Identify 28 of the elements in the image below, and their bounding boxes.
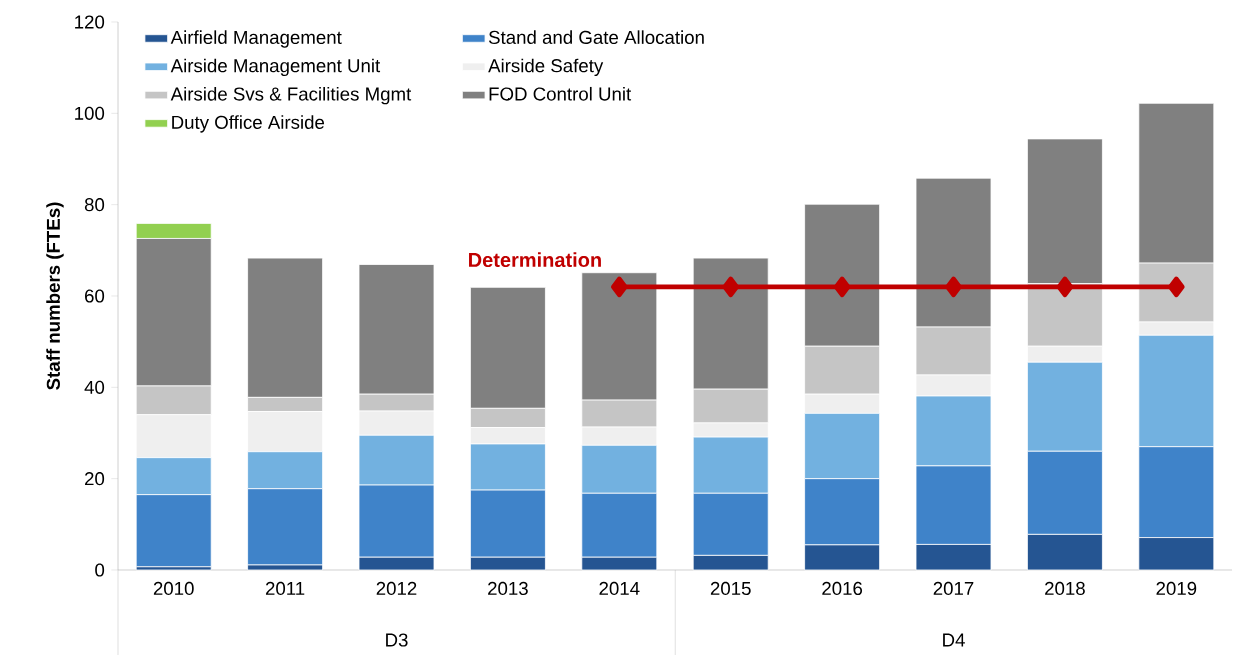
text: D3: [386, 633, 408, 647]
y-tick-label: 40: [84, 380, 105, 394]
y-tick-label: 0: [95, 563, 105, 577]
legend-label: Duty Office Airside: [172, 115, 325, 133]
x-tick-label: 2013: [488, 581, 528, 595]
y-tick-label: 60: [85, 289, 105, 303]
y-axis-title: Staff numbers (FTEs): [46, 202, 64, 390]
legend-label: Airside Management Unit: [170, 58, 381, 76]
legend-label: Airfield Management: [170, 30, 342, 48]
text: D4: [943, 633, 965, 647]
x-tick-label: 2011: [265, 581, 305, 595]
x-tick-label: 2018: [1045, 581, 1085, 595]
x-tick-label: 2014: [599, 581, 640, 595]
x-tick-label: 2010: [153, 581, 194, 595]
y-tick-label: 20: [85, 471, 105, 486]
legend-label: Airside Svs & Facilities Mgmt: [170, 86, 412, 105]
x-tick-label: 2017: [933, 581, 974, 595]
legend-label: Airside Safety: [488, 58, 604, 76]
x-tick-label: 2019: [1156, 581, 1197, 595]
y-tick-label: 80: [84, 197, 105, 212]
x-tick-label: 2012: [376, 581, 417, 595]
series-label: Determination: [469, 252, 601, 267]
legend-label: Stand and Gate Allocation: [488, 30, 704, 44]
legend-label: FOD Control Unit: [489, 86, 632, 101]
y-tick-label: 120: [75, 15, 105, 29]
x-tick-label: 2016: [822, 581, 863, 595]
x-tick-label: 2015: [710, 581, 751, 595]
y-tick-label: 100: [75, 106, 105, 120]
